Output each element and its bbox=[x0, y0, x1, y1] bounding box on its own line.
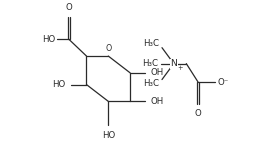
Text: O: O bbox=[195, 109, 201, 118]
Text: H₃C: H₃C bbox=[142, 59, 158, 68]
Text: OH: OH bbox=[151, 68, 164, 77]
Text: HO: HO bbox=[102, 131, 115, 140]
Text: +: + bbox=[178, 65, 183, 71]
Text: H₃C: H₃C bbox=[143, 39, 159, 48]
Text: H₃C: H₃C bbox=[143, 79, 159, 88]
Text: O: O bbox=[65, 3, 72, 12]
Text: O: O bbox=[105, 44, 111, 53]
Text: HO: HO bbox=[53, 80, 66, 89]
Text: OH: OH bbox=[151, 97, 164, 106]
Text: N: N bbox=[170, 59, 177, 68]
Text: HO: HO bbox=[42, 35, 55, 44]
Text: O⁻: O⁻ bbox=[218, 78, 229, 87]
